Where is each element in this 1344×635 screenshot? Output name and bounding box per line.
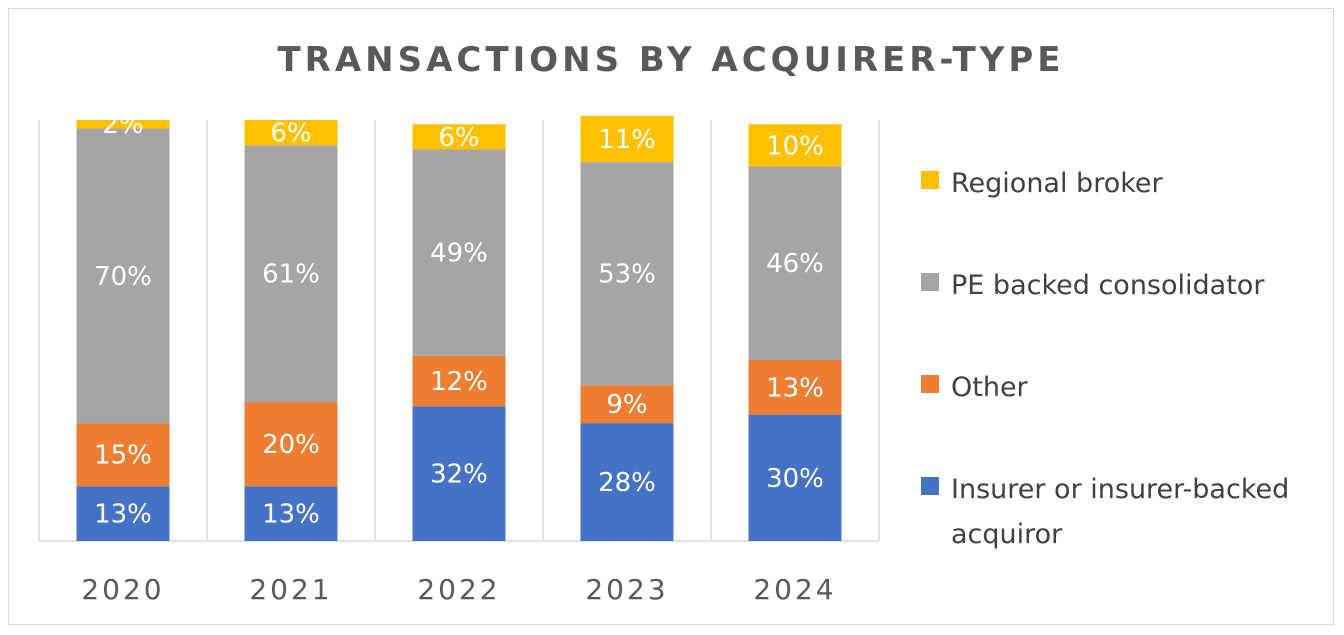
bar-segment-regional-broker-2023: [580, 115, 674, 163]
data-label: 46%: [766, 249, 824, 279]
data-label: 2%: [102, 110, 143, 140]
legend-label-regional-broker: Regional broker: [951, 168, 1164, 199]
data-label: 9%: [606, 390, 647, 420]
data-label: 49%: [430, 239, 488, 269]
stacked-bar-chart: TRANSACTIONS BY ACQUIRER-TYPE 13% 15% 70% 2…: [38, 40, 1289, 606]
legend-label-pe-backed-consolidator: PE backed consolidator: [951, 270, 1265, 301]
bar-segment-pe-backed-consolidator-2020: [76, 128, 170, 424]
bar-segment-pe-backed-consolidator-2023: [580, 162, 674, 386]
data-label: 53%: [598, 260, 656, 290]
data-label: 10%: [766, 131, 824, 161]
data-label: 13%: [94, 500, 152, 530]
data-label: 13%: [766, 373, 824, 403]
data-label: 70%: [94, 262, 152, 292]
legend-swatch-other: [921, 375, 939, 393]
x-tick-label: 2023: [585, 573, 668, 606]
bar-segment-insurer-or-insurer-backed-acquiror-2024: [748, 414, 842, 541]
bar-segment-pe-backed-consolidator-2021: [244, 145, 338, 403]
x-tick-label: 2021: [249, 573, 332, 606]
data-label: 32%: [430, 460, 488, 490]
data-label: 20%: [262, 430, 320, 460]
bar-segment-regional-broker-2021: [244, 120, 338, 146]
legend-label-other: Other: [951, 372, 1029, 403]
bar-segment-pe-backed-consolidator-2022: [412, 149, 506, 356]
data-label: 15%: [94, 441, 152, 471]
bar-segment-insurer-or-insurer-backed-acquiror-2020: [76, 486, 170, 541]
data-label: 28%: [598, 468, 656, 498]
data-label: 11%: [598, 125, 656, 155]
bar-segment-pe-backed-consolidator-2024: [748, 166, 842, 360]
legend: Regional broker PE backed consolidator Oth…: [921, 168, 1289, 550]
bar-segment-regional-broker-2020: [76, 120, 170, 129]
chart-frame: TRANSACTIONS BY ACQUIRER-TYPE 13% 15% 70% 2…: [8, 8, 1334, 625]
x-tick-label: 2020: [81, 573, 164, 606]
data-label: 6%: [270, 119, 311, 149]
data-label: 30%: [766, 464, 824, 494]
bar-segment-other-2023: [580, 385, 674, 424]
bar-segment-other-2021: [244, 402, 338, 487]
x-tick-label: 2024: [753, 573, 836, 606]
bar-segment-insurer-or-insurer-backed-acquiror-2023: [580, 423, 674, 541]
x-axis: 2020 2021 2022 2023 2024: [81, 573, 836, 606]
bar-segment-insurer-or-insurer-backed-acquiror-2021: [244, 486, 338, 541]
x-tick-label: 2022: [417, 573, 500, 606]
data-label: 61%: [262, 260, 320, 290]
legend-swatch-insurer-or-insurer-backed-acquiror: [921, 477, 939, 495]
bar-segment-other-2020: [76, 423, 170, 487]
bar-segment-regional-broker-2022: [412, 124, 506, 150]
legend-swatch-pe-backed-consolidator: [921, 273, 939, 291]
legend-swatch-regional-broker: [921, 171, 939, 189]
data-label: 6%: [438, 123, 479, 153]
bars: 13% 15% 70% 2% 13% 20% 61% 6% 32% 12% 49% 6% 28% 9% 53…: [76, 110, 842, 541]
data-label: 12%: [430, 367, 488, 397]
data-label: 13%: [262, 500, 320, 530]
bar-segment-insurer-or-insurer-backed-acquiror-2022: [412, 406, 506, 541]
legend-label-insurer-or-insurer-backed-acquiror: Insurer or insurer-backed acquiror: [951, 474, 1289, 550]
bar-segment-regional-broker-2024: [748, 124, 842, 167]
bar-segment-other-2024: [748, 359, 842, 415]
bar-segment-other-2022: [412, 355, 506, 407]
chart-title: TRANSACTIONS BY ACQUIRER-TYPE: [277, 40, 1064, 80]
